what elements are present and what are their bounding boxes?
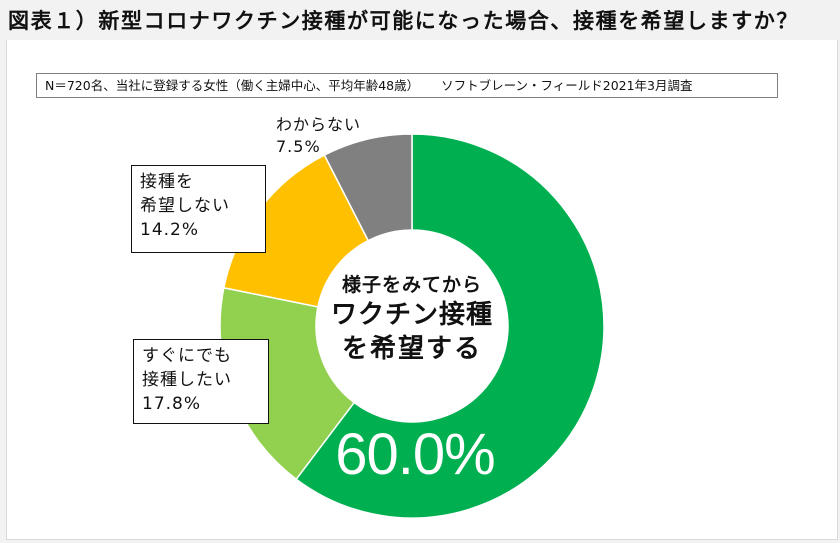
slice-unknown xyxy=(323,133,413,242)
no-label-box: 接種を 希望しない 14.2% xyxy=(131,165,266,253)
no-label-value: 14.2% xyxy=(140,220,200,240)
survey-note: N＝720名、当社に登録する女性（働く主婦中心、平均年齢48歳） ソフトブレーン・… xyxy=(36,73,778,98)
now-label-value: 17.8% xyxy=(142,394,202,414)
no-label-line2: 希望しない xyxy=(140,196,230,216)
now-label-line2: 接種したい xyxy=(142,370,232,390)
title-bar: 図表１）新型コロナワクチン接種が可能になった場合、接種を希望しますか？ xyxy=(0,0,840,40)
wait-value-label: 60.0% xyxy=(335,422,495,487)
center-label-line3: を希望する xyxy=(341,334,482,364)
unknown-label-value: 7.5% xyxy=(276,137,321,156)
slice-wait xyxy=(295,133,605,519)
now-label-line1: すぐにでも xyxy=(142,346,232,366)
donut-slices xyxy=(219,133,605,519)
source-description: ソフトブレーン・フィールド2021年3月調査 xyxy=(441,78,693,93)
unknown-label: わからない 7.5% xyxy=(276,114,361,158)
sample-description: N＝720名、当社に登録する女性（働く主婦中心、平均年齢48歳） xyxy=(45,78,420,93)
now-label-box: すぐにでも 接種したい 17.8% xyxy=(133,339,269,424)
center-label-line2: ワクチン接種 xyxy=(330,300,493,330)
slice-now xyxy=(219,286,356,481)
center-label-line1: 様子をみてから xyxy=(341,274,482,296)
unknown-label-line1: わからない xyxy=(276,115,362,134)
no-label-line1: 接種を xyxy=(140,172,194,192)
chart-title: 図表１）新型コロナワクチン接種が可能になった場合、接種を希望しますか？ xyxy=(8,9,799,33)
donut-center-label: 様子をみてから ワクチン接種 を希望する xyxy=(316,272,508,366)
